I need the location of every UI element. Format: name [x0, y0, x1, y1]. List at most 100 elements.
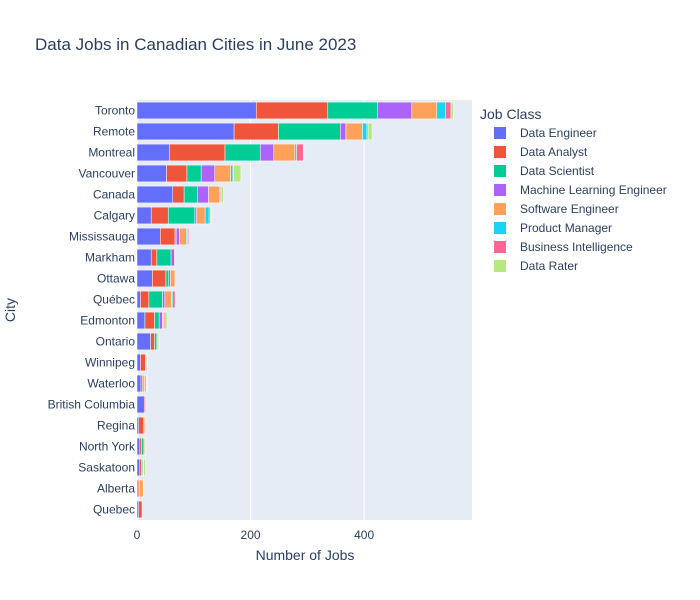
bar-segment[interactable]: [197, 185, 209, 204]
bar-segment[interactable]: [146, 353, 148, 372]
bar-segment[interactable]: [174, 248, 176, 267]
bar-segment[interactable]: [136, 332, 151, 351]
legend-item[interactable]: Data Engineer: [494, 126, 597, 140]
bar-segment[interactable]: [196, 206, 206, 225]
bar-segment[interactable]: [150, 332, 155, 351]
bar-segment[interactable]: [136, 374, 142, 393]
bar-segment[interactable]: [200, 164, 216, 183]
bar-segment[interactable]: [183, 185, 199, 204]
bar-segment[interactable]: [136, 122, 235, 141]
bar-segment[interactable]: [450, 101, 454, 120]
bar-segment[interactable]: [186, 164, 202, 183]
bar-segment[interactable]: [139, 458, 142, 477]
bar-segment[interactable]: [136, 227, 161, 246]
bar-segment[interactable]: [170, 248, 175, 267]
bar-segment[interactable]: [162, 290, 166, 309]
bar-segment[interactable]: [136, 437, 141, 456]
bar-segment[interactable]: [174, 269, 176, 288]
legend-item[interactable]: Software Engineer: [494, 202, 619, 216]
bar-segment[interactable]: [158, 332, 160, 351]
bar-segment[interactable]: [224, 143, 261, 162]
legend[interactable]: Job Class Data Engineer Data Analyst Data …: [480, 106, 667, 273]
bar-segment[interactable]: [148, 290, 163, 309]
bar-segment[interactable]: [136, 353, 141, 372]
bar-segment[interactable]: [144, 416, 146, 435]
bar-segment[interactable]: [411, 101, 438, 120]
bar-segment[interactable]: [150, 248, 158, 267]
bar-segment[interactable]: [136, 290, 141, 309]
bar-segment[interactable]: [146, 374, 148, 393]
legend-item[interactable]: Data Rater: [494, 259, 578, 273]
bar-segment[interactable]: [187, 227, 189, 246]
bar-segment[interactable]: [175, 227, 180, 246]
bar-segment[interactable]: [136, 164, 167, 183]
bar-segment[interactable]: [144, 311, 155, 330]
bar-segment[interactable]: [165, 269, 170, 288]
bar-segment[interactable]: [209, 206, 212, 225]
legend-item[interactable]: Data Scientist: [494, 164, 595, 178]
bar-segment[interactable]: [194, 206, 197, 225]
bar-segment[interactable]: [143, 458, 146, 477]
bar-segment[interactable]: [136, 395, 145, 414]
bar-segment[interactable]: [169, 143, 226, 162]
bar-segment[interactable]: [136, 269, 153, 288]
bar-segment[interactable]: [367, 122, 373, 141]
bar-segment[interactable]: [294, 143, 297, 162]
bar-segment[interactable]: [345, 122, 363, 141]
bar-segment[interactable]: [172, 185, 185, 204]
bar-segment[interactable]: [142, 479, 145, 498]
legend-item[interactable]: Product Manager: [494, 221, 612, 235]
bar-segment[interactable]: [445, 101, 452, 120]
bar-segment[interactable]: [170, 269, 176, 288]
bar-segment[interactable]: [166, 164, 188, 183]
bar-segment[interactable]: [168, 269, 171, 288]
bar-segment[interactable]: [436, 101, 446, 120]
bar-segment[interactable]: [136, 143, 170, 162]
bar-segment[interactable]: [136, 500, 139, 519]
bar-segment[interactable]: [296, 143, 304, 162]
bar-segment[interactable]: [136, 101, 257, 120]
bar-segment[interactable]: [145, 395, 147, 414]
bar-segment[interactable]: [140, 374, 143, 393]
bar-segment[interactable]: [158, 311, 163, 330]
bar-segment[interactable]: [233, 164, 242, 183]
bar-segment[interactable]: [303, 143, 305, 162]
bar-segment[interactable]: [140, 290, 150, 309]
bar-segment[interactable]: [138, 500, 143, 519]
bar-segment[interactable]: [273, 143, 296, 162]
bar-segment[interactable]: [259, 143, 275, 162]
bar-segment[interactable]: [377, 101, 413, 120]
bar-segment[interactable]: [233, 122, 279, 141]
bar-segment[interactable]: [160, 227, 176, 246]
bar-segment[interactable]: [327, 101, 378, 120]
bar-segment[interactable]: [156, 248, 172, 267]
bar-segment[interactable]: [167, 206, 196, 225]
bar-segment[interactable]: [278, 122, 341, 141]
bar-segment[interactable]: [136, 416, 139, 435]
legend-item[interactable]: Machine Learning Engineer: [494, 183, 667, 197]
bar-segment[interactable]: [221, 185, 224, 204]
bar-segment[interactable]: [152, 269, 167, 288]
bar-segment[interactable]: [208, 185, 220, 204]
bar-segment[interactable]: [164, 290, 172, 309]
bar-segment[interactable]: [179, 227, 187, 246]
bar-segment[interactable]: [255, 101, 329, 120]
bar-segment[interactable]: [164, 311, 168, 330]
bar-segment[interactable]: [144, 374, 147, 393]
bar-segment[interactable]: [150, 206, 169, 225]
bar-segment[interactable]: [138, 416, 145, 435]
legend-item[interactable]: Data Analyst: [494, 145, 588, 159]
bar-segment[interactable]: [204, 206, 210, 225]
bar-segment[interactable]: [362, 122, 368, 141]
bar-segment[interactable]: [141, 437, 145, 456]
bar-segment[interactable]: [136, 185, 174, 204]
bar-segment[interactable]: [136, 311, 146, 330]
bar-segment[interactable]: [141, 500, 143, 519]
bar-segment[interactable]: [214, 164, 231, 183]
bar-segment[interactable]: [140, 353, 146, 372]
bar-segment[interactable]: [154, 332, 158, 351]
bar-segment[interactable]: [154, 311, 160, 330]
bar-segment[interactable]: [230, 164, 234, 183]
bar-segment[interactable]: [136, 248, 152, 267]
bar-segment[interactable]: [172, 290, 176, 309]
